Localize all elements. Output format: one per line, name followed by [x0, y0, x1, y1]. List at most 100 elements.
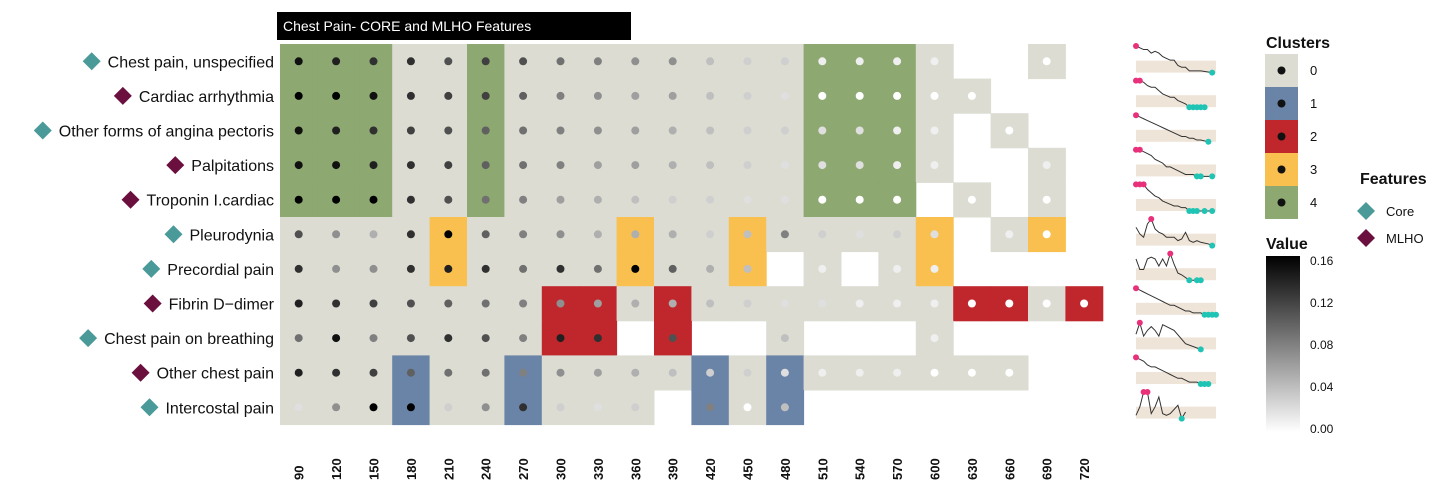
value-dot — [631, 230, 640, 239]
value-legend-tick: 0.08 — [1310, 338, 1334, 352]
feature-diamond-icon — [121, 190, 140, 209]
value-dot — [519, 161, 528, 170]
sparkline-min-point — [1205, 381, 1212, 387]
value-dot — [556, 230, 565, 239]
value-dot — [406, 299, 415, 308]
value-dot — [332, 57, 341, 66]
value-dot — [780, 368, 789, 377]
x-tick-label: 120 — [329, 458, 344, 480]
sparkline-min-point — [1193, 208, 1200, 214]
x-tick-label: 180 — [404, 458, 419, 480]
value-dot — [294, 126, 303, 135]
value-dot — [706, 126, 715, 135]
value-dot — [967, 91, 976, 100]
value-dot — [668, 91, 677, 100]
sparkline-band — [1136, 372, 1216, 384]
value-dot — [818, 57, 827, 66]
value-dot — [556, 91, 565, 100]
value-dot — [668, 57, 677, 66]
row-label: Other chest pain — [157, 366, 274, 383]
sparkline-max-point — [1144, 389, 1151, 395]
value-dot — [294, 334, 303, 343]
cluster-legend-label: 0 — [1310, 63, 1317, 78]
x-tick-label: 690 — [1040, 458, 1055, 480]
x-tick-label: 570 — [890, 458, 905, 480]
value-dot — [893, 126, 902, 135]
x-tick-label: 300 — [554, 458, 569, 480]
value-dot — [593, 334, 602, 343]
value-dot — [444, 57, 453, 66]
value-dot — [406, 161, 415, 170]
x-tick-label: 540 — [853, 458, 868, 480]
value-dot — [780, 195, 789, 204]
value-dot — [930, 334, 939, 343]
value-dot — [668, 334, 677, 343]
value-dot — [743, 91, 752, 100]
sparkline-band — [1136, 95, 1216, 108]
value-dot — [780, 91, 789, 100]
value-dot — [369, 334, 378, 343]
sparkline-line — [1136, 149, 1213, 177]
value-dot — [406, 57, 415, 66]
sparkline-min-point — [1197, 346, 1204, 353]
value-dot — [743, 230, 752, 239]
value-dot — [706, 91, 715, 100]
sparkline-max-point — [1133, 285, 1139, 292]
sparkline-band — [1136, 129, 1216, 142]
value-dot — [1005, 230, 1014, 239]
sparkline-max-point — [1140, 181, 1147, 188]
value-dot — [780, 57, 789, 66]
value-dot — [818, 230, 827, 239]
value-dot — [294, 230, 303, 239]
value-dot — [593, 91, 602, 100]
value-dot — [706, 299, 715, 308]
sparkline-band — [1136, 406, 1216, 419]
sparkline-min-point — [1186, 277, 1193, 284]
value-dot — [406, 403, 415, 412]
value-dot — [706, 403, 715, 412]
x-tick-label: 510 — [815, 458, 830, 480]
value-dot — [406, 126, 415, 135]
value-dot — [332, 368, 341, 377]
sparkline-min-point — [1213, 311, 1219, 318]
value-dot — [780, 230, 789, 239]
value-dot — [780, 299, 789, 308]
sparkline-min-point — [1201, 208, 1208, 214]
value-dot — [893, 195, 902, 204]
value-dot — [444, 126, 453, 135]
value-dot — [631, 368, 640, 377]
value-dot — [631, 161, 640, 170]
x-tick-label: 600 — [928, 458, 943, 480]
value-dot — [668, 126, 677, 135]
value-dot — [294, 368, 303, 377]
feature-diamond-icon — [142, 259, 161, 278]
value-dot — [818, 91, 827, 100]
feature-diamond-icon — [143, 294, 162, 313]
value-dot — [519, 299, 528, 308]
value-dot — [593, 195, 602, 204]
value-dot — [967, 195, 976, 204]
value-dot — [743, 195, 752, 204]
value-dot — [593, 264, 602, 273]
value-dot — [556, 57, 565, 66]
feature-diamond-icon — [164, 225, 183, 244]
row-label: Chest pain on breathing — [104, 331, 274, 348]
x-tick-label: 420 — [703, 458, 718, 480]
value-dot — [706, 264, 715, 273]
value-dot — [294, 195, 303, 204]
value-dot — [930, 368, 939, 377]
value-dot — [743, 403, 752, 412]
sparkline-line — [1135, 114, 1209, 143]
value-dot — [930, 299, 939, 308]
value-dot — [406, 195, 415, 204]
row-label: Precordial pain — [167, 262, 274, 279]
value-dot — [818, 368, 827, 377]
cluster-legend-dot — [1277, 198, 1286, 207]
x-tick-label: 270 — [516, 458, 531, 480]
value-dot — [631, 91, 640, 100]
value-dot — [1080, 299, 1089, 308]
value-dot — [1042, 230, 1051, 239]
value-dot — [1042, 195, 1051, 204]
x-tick-label: 210 — [441, 458, 456, 480]
value-dot — [519, 230, 528, 239]
